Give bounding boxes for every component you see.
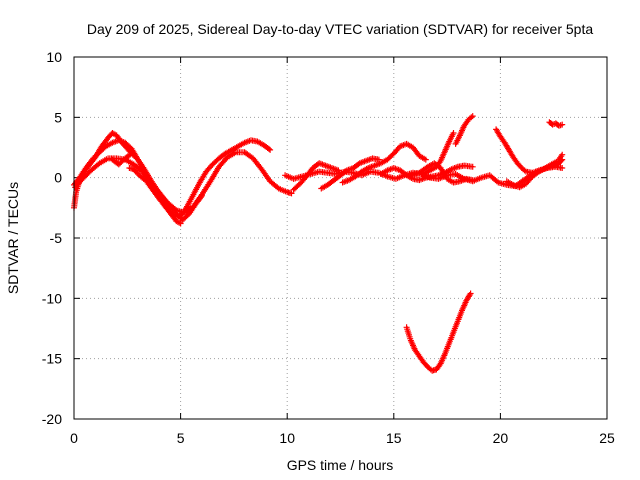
x-tick-label: 5 <box>177 430 185 446</box>
series-arc-5 <box>126 165 184 227</box>
series-arc-3 <box>72 149 295 216</box>
data-point-markers <box>72 149 295 216</box>
series-arc-16 <box>546 119 566 129</box>
grid-lines <box>74 57 607 419</box>
data-point-markers <box>318 155 382 192</box>
data-point-markers <box>420 130 457 177</box>
chart-title: Day 209 of 2025, Sidereal Day-to-day VTE… <box>87 21 594 37</box>
data-point-markers <box>452 113 476 147</box>
x-axis-label: GPS time / hours <box>287 457 394 473</box>
series-arc-13 <box>452 113 476 147</box>
data-point-markers <box>339 140 429 186</box>
data-point-markers <box>546 119 566 129</box>
data-point-markers <box>403 290 474 374</box>
data-point-markers <box>290 160 342 193</box>
x-tick-label: 20 <box>493 430 509 446</box>
data-point-markers <box>109 150 205 223</box>
series-arc-7 <box>290 160 342 193</box>
y-tick-label: -5 <box>50 230 63 246</box>
y-tick-label: 5 <box>54 109 62 125</box>
series-arc-14 <box>493 126 566 176</box>
y-tick-label: -10 <box>42 290 62 306</box>
y-tick-label: 0 <box>54 170 62 186</box>
series-arc-12 <box>420 130 457 177</box>
series-arc-9 <box>339 140 429 186</box>
y-axis-label: SDTVAR / TECUs <box>5 182 21 294</box>
data-point-markers <box>493 126 566 176</box>
data-points <box>71 113 566 374</box>
x-tick-label: 15 <box>386 430 402 446</box>
series-arc-4 <box>109 150 205 223</box>
series-arc-15 <box>503 151 566 191</box>
x-tick-label: 10 <box>279 430 295 446</box>
data-point-markers <box>126 165 184 227</box>
x-tick-label: 25 <box>599 430 615 446</box>
data-point-markers <box>503 151 566 191</box>
y-tick-label: 10 <box>46 49 62 65</box>
y-tick-label: -20 <box>42 411 62 427</box>
x-tick-label: 0 <box>70 430 78 446</box>
plot-frame <box>73 56 608 420</box>
series-arc-17 <box>403 290 474 374</box>
x-axis-ticks: 0 5 10 15 20 25 <box>70 57 615 446</box>
y-axis-ticks: -20 -15 -10 -5 0 5 10 <box>42 49 607 427</box>
series-arc-8 <box>318 155 382 192</box>
y-tick-label: -15 <box>42 351 62 367</box>
